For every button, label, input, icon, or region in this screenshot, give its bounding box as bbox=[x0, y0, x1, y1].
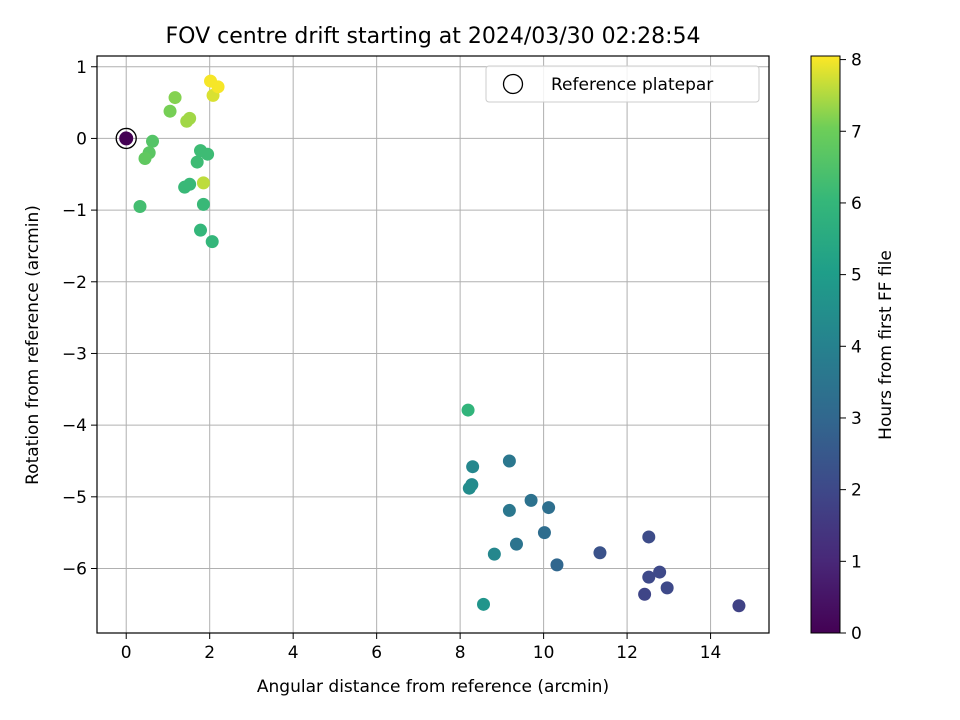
x-tick-label: 14 bbox=[700, 643, 722, 663]
y-tick-label: −3 bbox=[62, 344, 87, 364]
y-tick-label: −4 bbox=[62, 416, 87, 436]
data-point bbox=[196, 176, 210, 190]
plot-frame bbox=[96, 55, 770, 634]
data-point bbox=[653, 565, 667, 579]
data-point bbox=[138, 151, 152, 165]
reference-ring bbox=[115, 127, 137, 150]
colorbar-tick-label: 5 bbox=[851, 266, 862, 286]
x-tick-label: 2 bbox=[204, 643, 215, 663]
data-point bbox=[201, 147, 215, 161]
reference-marker bbox=[115, 127, 137, 150]
x-axis-ticks: 0 2 4 6 8 10 12 14 bbox=[121, 633, 722, 663]
x-tick-label: 4 bbox=[288, 643, 299, 663]
legend-label-reference: Reference platepar bbox=[551, 75, 713, 95]
data-point bbox=[642, 570, 656, 584]
legend-hollow-circle-icon bbox=[502, 73, 524, 95]
y-tick-label: −1 bbox=[62, 201, 87, 221]
x-tick-label: 6 bbox=[371, 643, 382, 663]
reference-point bbox=[119, 131, 134, 146]
legend: Reference platepar bbox=[485, 65, 760, 103]
colorbar-ticks: 0 1 2 3 4 5 6 7 8 bbox=[840, 51, 862, 644]
legend-box bbox=[485, 65, 760, 103]
data-point bbox=[477, 597, 491, 611]
data-point bbox=[190, 155, 204, 169]
data-point bbox=[732, 599, 746, 613]
colorbar-tick-label: 4 bbox=[851, 337, 862, 357]
data-point bbox=[183, 177, 197, 191]
data-point bbox=[163, 104, 177, 118]
data-point bbox=[502, 454, 516, 468]
x-tick-label: 8 bbox=[455, 643, 466, 663]
x-axis-label: Angular distance from reference (arcmin) bbox=[257, 677, 609, 697]
data-point bbox=[509, 537, 523, 551]
y-tick-label: −6 bbox=[62, 559, 87, 579]
colorbar-tick-label: 8 bbox=[851, 51, 862, 71]
chart-title: FOV centre drift starting at 2024/03/30 … bbox=[166, 24, 701, 49]
data-point bbox=[537, 526, 551, 540]
colorbar: 0 1 2 3 4 5 6 7 8 Hours from first FF file bbox=[810, 51, 896, 644]
y-tick-label: 1 bbox=[76, 58, 87, 78]
data-point bbox=[642, 530, 656, 544]
data-point bbox=[204, 74, 218, 88]
data-point bbox=[660, 581, 674, 595]
data-points bbox=[133, 74, 746, 613]
colorbar-label: Hours from first FF file bbox=[876, 250, 896, 440]
data-point bbox=[462, 481, 476, 495]
x-tick-label: 12 bbox=[616, 643, 638, 663]
data-point bbox=[487, 547, 501, 561]
data-point bbox=[502, 503, 516, 517]
data-point bbox=[461, 403, 475, 417]
data-point bbox=[638, 587, 652, 601]
colorbar-tick-label: 7 bbox=[851, 122, 862, 142]
x-tick-label: 0 bbox=[121, 643, 132, 663]
colorbar-tick-label: 6 bbox=[851, 194, 862, 214]
data-point bbox=[550, 558, 564, 572]
colorbar-tick-label: 1 bbox=[851, 552, 862, 572]
data-point bbox=[133, 200, 147, 214]
y-tick-label: 0 bbox=[76, 129, 87, 149]
y-axis-label: Rotation from reference (arcmin) bbox=[23, 205, 43, 485]
y-axis-ticks: 1 0 −1 −2 −3 −4 −5 −6 bbox=[62, 58, 97, 579]
data-point bbox=[194, 223, 208, 237]
data-point bbox=[524, 493, 538, 507]
data-point bbox=[196, 197, 210, 211]
data-point bbox=[593, 546, 607, 560]
colorbar-tick-label: 2 bbox=[851, 481, 862, 501]
data-point bbox=[466, 460, 480, 474]
colorbar-tick-label: 3 bbox=[851, 409, 862, 429]
data-point bbox=[542, 501, 556, 515]
y-tick-label: −2 bbox=[62, 273, 87, 293]
data-point bbox=[146, 134, 160, 148]
grid-lines bbox=[97, 56, 769, 633]
colorbar-tick-label: 0 bbox=[851, 624, 862, 644]
data-point bbox=[183, 111, 197, 125]
x-tick-label: 10 bbox=[533, 643, 555, 663]
colorbar-gradient bbox=[810, 55, 841, 634]
data-point bbox=[205, 235, 219, 249]
data-point bbox=[168, 91, 182, 105]
y-tick-label: −5 bbox=[62, 488, 87, 508]
